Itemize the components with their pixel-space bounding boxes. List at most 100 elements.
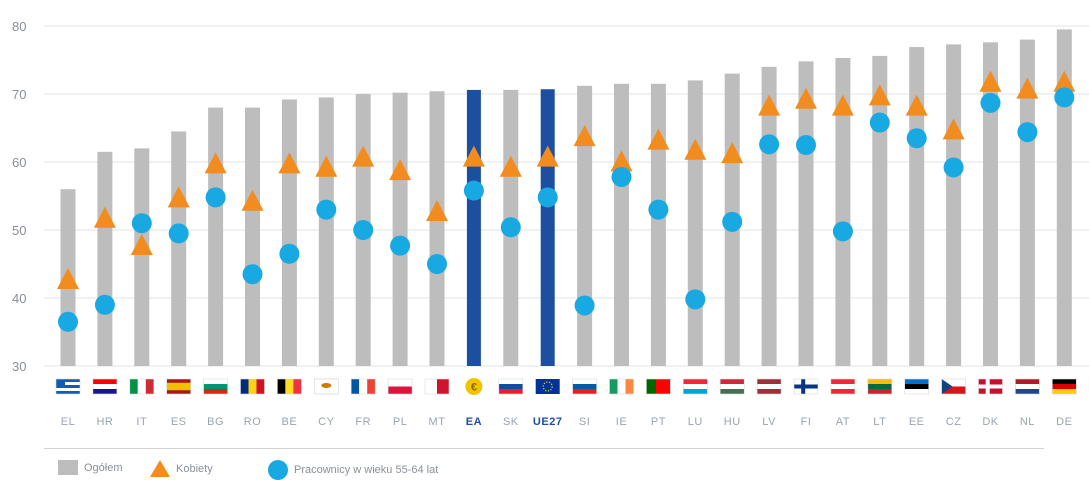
flag-band [1052, 384, 1076, 389]
flag-ue27-icon [536, 379, 560, 394]
flag-band [683, 389, 707, 394]
flag-be-icon [277, 379, 301, 394]
category-label: PL [393, 416, 407, 428]
legend-circle-swatch [268, 460, 288, 480]
bar-it [134, 148, 149, 366]
triangle-hu [721, 142, 743, 163]
legend: Ogółem Kobiety Pracownicy w wieku 55-64 … [44, 448, 1044, 479]
flag-band [93, 384, 117, 389]
flag-el-icon [56, 379, 80, 394]
flag-band [285, 379, 293, 394]
flag-band [720, 379, 744, 384]
y-tick-label: 50 [12, 223, 26, 238]
flag-band [437, 379, 449, 394]
circle-bg [206, 187, 226, 207]
category-label: SK [503, 416, 519, 428]
category-label: PT [651, 416, 666, 428]
category-label: FI [801, 416, 812, 428]
flag-ro-icon [241, 379, 265, 394]
category-label: IE [616, 416, 627, 428]
flag-band [499, 384, 523, 389]
circle-hu [722, 212, 742, 232]
circle-es [169, 223, 189, 243]
triangle-lt [869, 84, 891, 105]
circle-cy [316, 200, 336, 220]
legend-triangle-swatch [150, 460, 170, 477]
flag-band [1015, 379, 1039, 384]
triangle-be [278, 152, 300, 173]
flag-band [573, 379, 597, 384]
triangle-dk [980, 71, 1002, 92]
triangle-sk [500, 156, 522, 177]
flag-ee-icon [905, 379, 929, 394]
flag-band [241, 379, 249, 394]
flag-band [831, 379, 855, 384]
flag-band [573, 389, 597, 394]
circle-pt [648, 200, 668, 220]
bar-pl [393, 93, 408, 366]
flags-row: € [56, 378, 1089, 395]
y-tick-label: 60 [12, 155, 26, 170]
bar-hr [97, 152, 112, 366]
category-label: EE [909, 416, 925, 428]
triangle-ue27 [537, 146, 559, 167]
flag-pl-icon [388, 379, 412, 394]
flag-band [646, 379, 656, 394]
category-label: DE [1056, 416, 1072, 428]
flag-hu-icon [720, 379, 744, 394]
circle-si [575, 295, 595, 315]
legend-label-circles: Pracownicy w wieku 55-64 lat [294, 464, 438, 476]
flag-si-icon [573, 379, 597, 394]
flag-stripe [56, 391, 80, 394]
bar-bg [208, 108, 223, 366]
circle-cz [944, 157, 964, 177]
category-label: BG [207, 416, 224, 428]
flag-band [1015, 389, 1039, 394]
triangle-el [57, 268, 79, 289]
flag-band [167, 383, 191, 391]
flag-band [499, 389, 523, 394]
flag-band [868, 384, 892, 389]
flag-ea-icon: € [465, 378, 482, 395]
category-label: SI [579, 416, 590, 428]
category-label: BE [282, 416, 298, 428]
flag-band [93, 389, 117, 394]
legend-label-triangles: Kobiety [176, 463, 213, 475]
flag-band [757, 389, 781, 394]
flag-band [138, 379, 146, 394]
bar-ea [467, 90, 481, 366]
category-label: AT [836, 416, 850, 428]
circle-ie [612, 167, 632, 187]
bar-es [171, 131, 186, 366]
circle-el [58, 312, 78, 332]
flag-band [425, 379, 437, 394]
category-label: ES [171, 416, 187, 428]
circle-it [132, 213, 152, 233]
y-tick-label: 80 [12, 19, 26, 34]
category-label: CY [318, 416, 334, 428]
circle-ro [243, 264, 263, 284]
legend-item-bars: Ogółem [58, 460, 123, 475]
bar-ue27 [541, 89, 555, 366]
triangle-ea [463, 146, 485, 167]
flag-pt-icon [646, 379, 670, 394]
flag-map [321, 383, 331, 388]
triangle-es [168, 186, 190, 207]
category-label: CZ [946, 416, 962, 428]
circle-pl [390, 236, 410, 256]
triangle-at [832, 95, 854, 116]
flag-band [720, 384, 744, 389]
bar-cy [319, 97, 334, 366]
flag-band [204, 384, 228, 389]
triangle-pt [647, 129, 669, 150]
circle-de [1054, 87, 1074, 107]
flag-lv-icon [757, 379, 781, 394]
triangle-fr [352, 146, 374, 167]
legend-bar-swatch [58, 460, 78, 475]
flag-band [626, 379, 634, 394]
flag-sk-icon [499, 379, 523, 394]
circle-mt [427, 254, 447, 274]
flag-band [757, 384, 781, 389]
y-tick-label: 70 [12, 87, 26, 102]
flag-band [656, 379, 670, 394]
